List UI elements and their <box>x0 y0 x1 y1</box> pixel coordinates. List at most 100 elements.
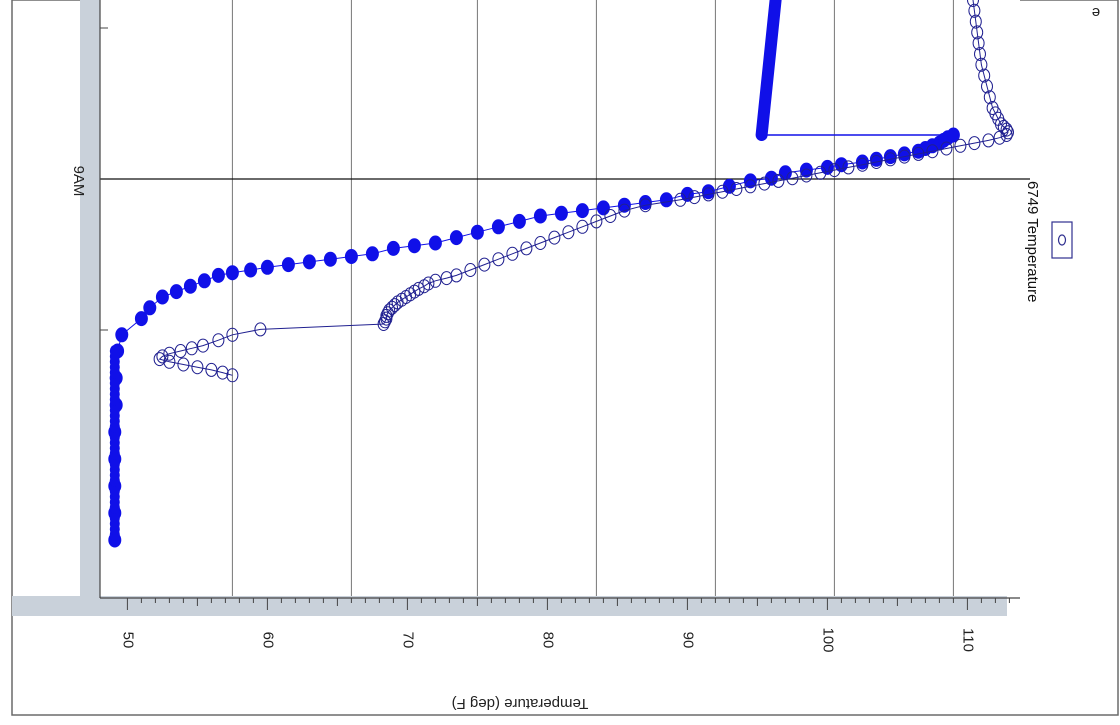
data-point-open <box>982 133 995 148</box>
data-point-filled <box>491 219 505 235</box>
event-line-label: 9AM <box>70 166 87 197</box>
data-point-filled <box>109 345 120 357</box>
data-point-open <box>856 157 869 172</box>
data-point-open <box>216 365 229 380</box>
data-point-open <box>464 263 477 277</box>
tick-label: 80 <box>539 632 556 649</box>
data-point-filled <box>386 240 400 256</box>
data-point-open <box>814 165 827 180</box>
data-point-filled <box>449 230 463 246</box>
data-point-open <box>842 160 855 175</box>
axis-layer: 50 60 70 80 90 100 110 <box>99 0 1020 653</box>
data-point-open <box>972 36 985 51</box>
data-point-open <box>744 179 757 194</box>
data-point-open <box>828 163 841 178</box>
data-point-open <box>534 236 547 250</box>
data-point-open <box>870 155 883 169</box>
data-point-open <box>1000 128 1013 142</box>
data-point-open <box>205 362 218 377</box>
data-point-open <box>674 192 687 207</box>
data-point-filled <box>575 203 589 219</box>
data-point-open <box>1002 125 1014 140</box>
axis-band-left <box>80 0 100 600</box>
data-point-open <box>954 138 967 153</box>
data-point-open <box>450 268 463 283</box>
data-point-filled <box>407 238 421 254</box>
data-point-open <box>604 209 617 223</box>
data-point-open <box>969 14 982 29</box>
data-point-open <box>548 230 561 245</box>
data-point-open <box>226 368 239 383</box>
data-point-filled <box>855 154 869 170</box>
data-point-open <box>254 322 267 337</box>
data-point-filled <box>883 149 897 165</box>
data-point-filled <box>799 162 813 178</box>
data-point-open <box>800 168 813 183</box>
legend-label: 6749 Temperature <box>1024 181 1041 302</box>
data-point-filled <box>701 184 715 200</box>
data-point-open <box>974 47 986 61</box>
data-point-open <box>153 352 166 367</box>
data-point-open <box>758 176 771 191</box>
series-heavy-line <box>755 0 782 141</box>
tick-label: 60 <box>259 632 276 649</box>
tick-label: 70 <box>399 632 416 649</box>
data-point-open <box>978 68 991 83</box>
data-point-filled <box>869 151 883 167</box>
data-point-open <box>639 198 652 213</box>
data-point-filled <box>428 235 442 251</box>
data-point-open <box>968 136 981 151</box>
data-point-filled <box>533 208 547 224</box>
tick-label: 90 <box>679 632 696 649</box>
data-point-filled <box>143 300 157 316</box>
data-point-filled <box>155 289 169 305</box>
data-point-open <box>422 276 435 291</box>
data-point-open <box>156 349 169 364</box>
y-axis-title: Temperature (deg F) <box>452 695 589 712</box>
data-point-filled <box>470 224 484 240</box>
data-point-open <box>429 273 442 288</box>
data-point-open <box>968 3 981 18</box>
data-point-filled <box>323 251 337 267</box>
title-fragment: e <box>1092 4 1100 21</box>
data-point-open <box>478 257 491 272</box>
data-point-open <box>986 101 999 115</box>
data-point-open <box>174 344 187 358</box>
data-point-open <box>177 357 190 372</box>
data-point-filled <box>197 273 211 289</box>
data-point-filled <box>743 173 757 189</box>
data-point-open <box>226 327 239 342</box>
data-point-filled <box>244 262 258 278</box>
data-point-open <box>940 141 953 156</box>
data-point-open <box>185 341 198 356</box>
data-point-filled <box>344 249 358 264</box>
data-point-open <box>492 252 505 267</box>
legend-marker <box>1057 234 1067 246</box>
data-point-filled <box>554 205 568 221</box>
grid-layer <box>100 0 1030 596</box>
data-point-open <box>163 354 176 369</box>
data-point-open <box>576 219 589 234</box>
tick-label: 100 <box>819 627 836 652</box>
series-layer <box>108 0 1014 548</box>
data-point-open <box>702 187 715 202</box>
data-point-open <box>562 225 575 240</box>
data-point-open <box>412 281 425 296</box>
data-point-open <box>983 90 996 105</box>
data-point-open <box>975 57 988 72</box>
data-point-filled <box>169 284 183 300</box>
data-point-open <box>590 214 603 229</box>
data-point-filled <box>638 195 652 210</box>
data-point-filled <box>512 213 526 229</box>
data-point-open <box>884 152 897 167</box>
data-point-open <box>981 79 993 94</box>
data-point-filled <box>115 327 129 343</box>
data-point-filled <box>302 254 316 270</box>
data-point-open <box>688 190 701 205</box>
data-point-open <box>912 146 925 161</box>
data-point-open <box>506 246 519 261</box>
data-point-open <box>212 333 225 348</box>
data-point-open <box>730 182 743 196</box>
